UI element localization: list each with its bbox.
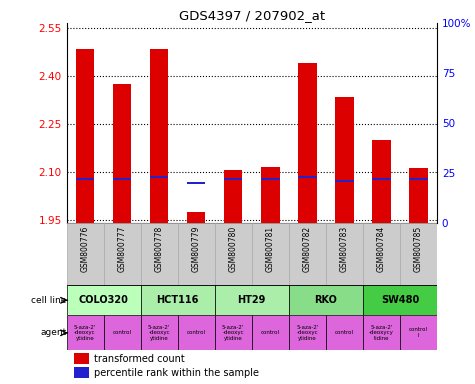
Bar [363, 285, 437, 315]
Text: 5-aza-2'
-deoxyc
ytidine: 5-aza-2' -deoxyc ytidine [222, 324, 245, 341]
Bar [215, 315, 252, 351]
Text: GSM800784: GSM800784 [377, 226, 386, 272]
Title: GDS4397 / 207902_at: GDS4397 / 207902_at [179, 9, 325, 22]
Bar [178, 223, 215, 285]
Bar [113, 177, 131, 180]
Bar [178, 315, 215, 351]
Text: control: control [113, 330, 132, 335]
Bar [261, 167, 279, 223]
Bar [409, 169, 428, 223]
Text: GSM800785: GSM800785 [414, 226, 423, 272]
Bar [289, 285, 363, 315]
Bar [74, 353, 89, 364]
Text: RKO: RKO [314, 295, 337, 305]
Bar [326, 223, 363, 285]
Bar [363, 315, 400, 351]
Bar [141, 285, 215, 315]
Bar [372, 177, 390, 180]
Bar [261, 177, 279, 180]
Bar [74, 367, 89, 378]
Bar [400, 223, 437, 285]
Bar [289, 315, 326, 351]
Text: 5-aza-2'
-deoxycy
tidine: 5-aza-2' -deoxycy tidine [369, 324, 394, 341]
Text: control: control [335, 330, 354, 335]
Bar [289, 223, 326, 285]
Bar [298, 63, 316, 223]
Text: 5-aza-2'
-deoxyc
ytidine: 5-aza-2' -deoxyc ytidine [296, 324, 319, 341]
Bar [409, 177, 428, 180]
Bar [372, 140, 390, 223]
Text: GSM800777: GSM800777 [118, 226, 126, 272]
Bar [224, 170, 243, 223]
Text: control: control [187, 330, 206, 335]
Bar [187, 212, 206, 223]
Text: COLO320: COLO320 [79, 295, 128, 305]
Bar [141, 315, 178, 351]
Bar [363, 223, 400, 285]
Text: 5-aza-2'
-deoxyc
ytidine: 5-aza-2' -deoxyc ytidine [74, 324, 96, 341]
Bar [141, 223, 178, 285]
Text: agent: agent [41, 328, 67, 337]
Text: GSM800780: GSM800780 [229, 226, 238, 272]
Text: 5-aza-2'
-deoxyc
ytidine: 5-aza-2' -deoxyc ytidine [148, 324, 171, 341]
Text: GSM800776: GSM800776 [81, 226, 89, 272]
Bar [66, 315, 104, 351]
Text: GSM800783: GSM800783 [340, 226, 349, 272]
Bar [76, 49, 94, 223]
Text: GSM800781: GSM800781 [266, 226, 275, 272]
Text: HT29: HT29 [238, 295, 266, 305]
Bar [215, 285, 289, 315]
Text: control: control [261, 330, 280, 335]
Bar [252, 223, 289, 285]
Bar [326, 315, 363, 351]
Text: percentile rank within the sample: percentile rank within the sample [94, 368, 259, 378]
Bar [113, 84, 131, 223]
Text: control
l: control l [409, 328, 428, 338]
Bar [150, 175, 169, 178]
Text: GSM800779: GSM800779 [192, 226, 200, 272]
Text: transformed count: transformed count [94, 354, 185, 364]
Bar [335, 96, 353, 223]
Bar [187, 182, 206, 184]
Text: cell line: cell line [31, 296, 67, 305]
Bar [66, 223, 104, 285]
Bar [335, 180, 353, 182]
Text: SW480: SW480 [381, 295, 419, 305]
Bar [252, 315, 289, 351]
Bar [76, 177, 94, 180]
Text: HCT116: HCT116 [156, 295, 199, 305]
Text: GSM800778: GSM800778 [155, 226, 163, 272]
Bar [150, 49, 169, 223]
Text: GSM800782: GSM800782 [303, 226, 312, 272]
Bar [104, 315, 141, 351]
Bar [215, 223, 252, 285]
Bar [298, 175, 316, 178]
Bar [66, 285, 141, 315]
Bar [224, 177, 243, 180]
Bar [400, 315, 437, 351]
Bar [104, 223, 141, 285]
